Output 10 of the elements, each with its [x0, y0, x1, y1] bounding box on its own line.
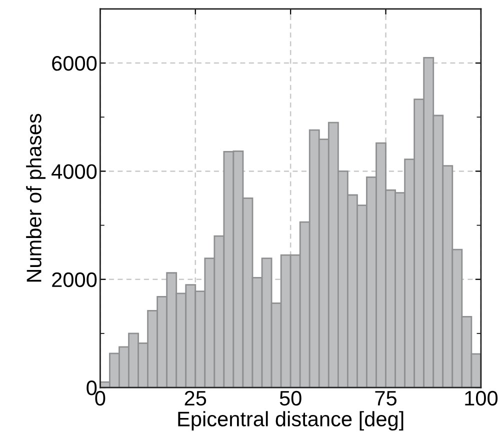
y-axis-title: Number of phases: [26, 114, 46, 282]
x-tick-label: 75: [375, 391, 396, 406]
y-tick-label: 4000: [52, 164, 97, 179]
y-tick-label: 6000: [52, 56, 97, 71]
x-tick-label: 100: [465, 390, 498, 406]
x-axis-title: Epicentral distance [deg]: [178, 411, 404, 431]
x-tick-label: 50: [280, 390, 302, 406]
x-tick-label: 25: [184, 390, 206, 406]
y-tick-label: 2000: [52, 272, 97, 288]
y-tick-label: 0: [86, 380, 97, 396]
